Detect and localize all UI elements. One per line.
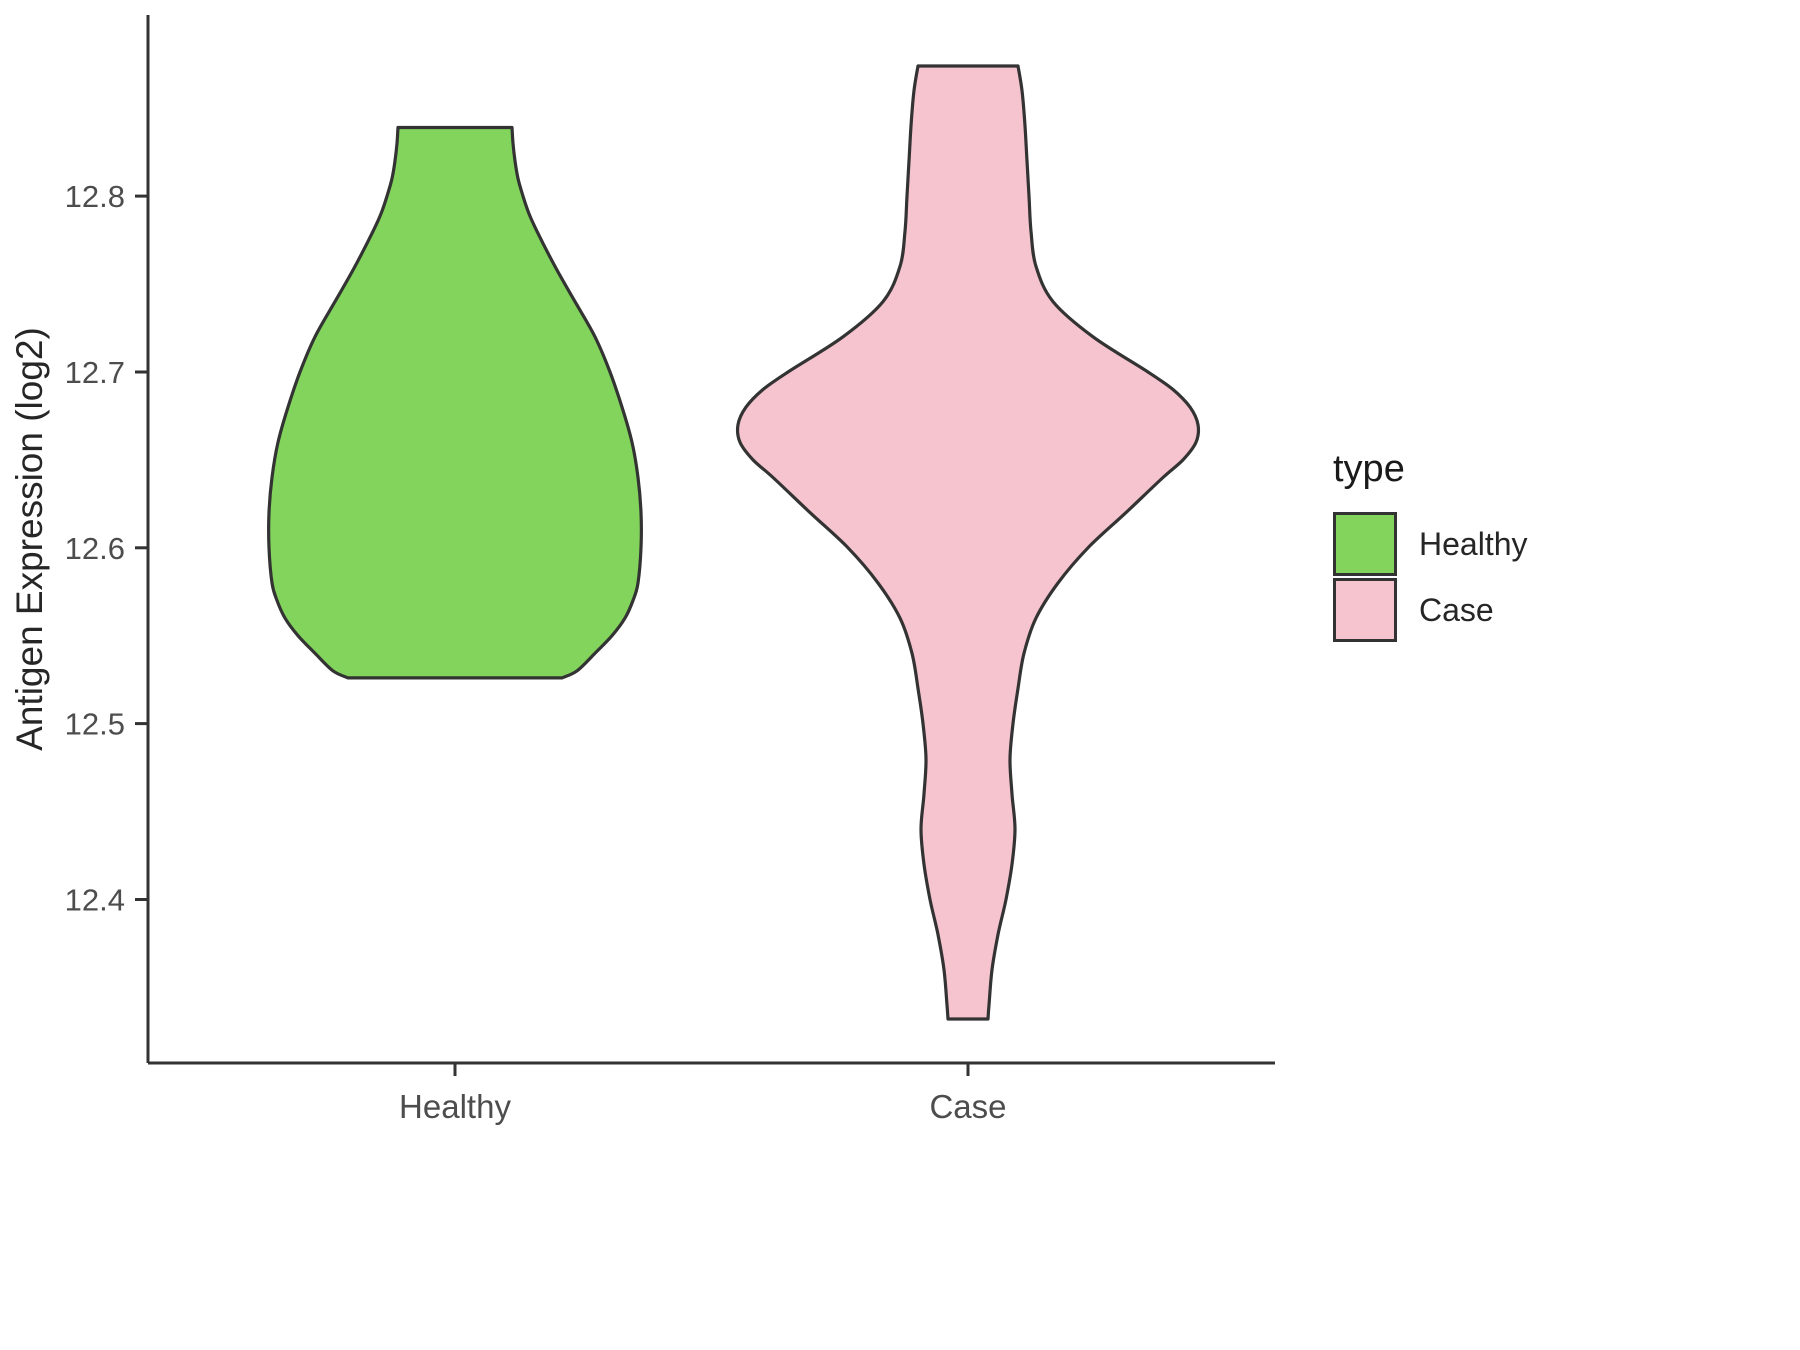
y-tick-label: 12.4 [65, 883, 125, 918]
y-tick-label: 12.8 [65, 179, 125, 214]
legend-label-healthy: Healthy [1419, 525, 1528, 562]
y-tick-label: 12.5 [65, 707, 125, 742]
violin-healthy [267, 125, 643, 680]
legend: type Healthy Case [1333, 448, 1528, 643]
y-axis-title: Antigen Expression (log2) [9, 327, 50, 751]
legend-entry-case: Case [1333, 577, 1528, 643]
legend-title: type [1333, 448, 1405, 490]
legend-swatch-case [1333, 578, 1397, 642]
x-tick-label-case: Case [929, 1088, 1006, 1125]
legend-label-case: Case [1419, 591, 1494, 628]
y-tick-label: 12.6 [65, 531, 125, 566]
legend-swatch-healthy [1333, 512, 1397, 576]
violin-case [735, 64, 1201, 1021]
y-tick-label: 12.7 [65, 355, 125, 390]
x-tick-label-healthy: Healthy [399, 1088, 511, 1125]
legend-entry-healthy: Healthy [1333, 511, 1528, 577]
